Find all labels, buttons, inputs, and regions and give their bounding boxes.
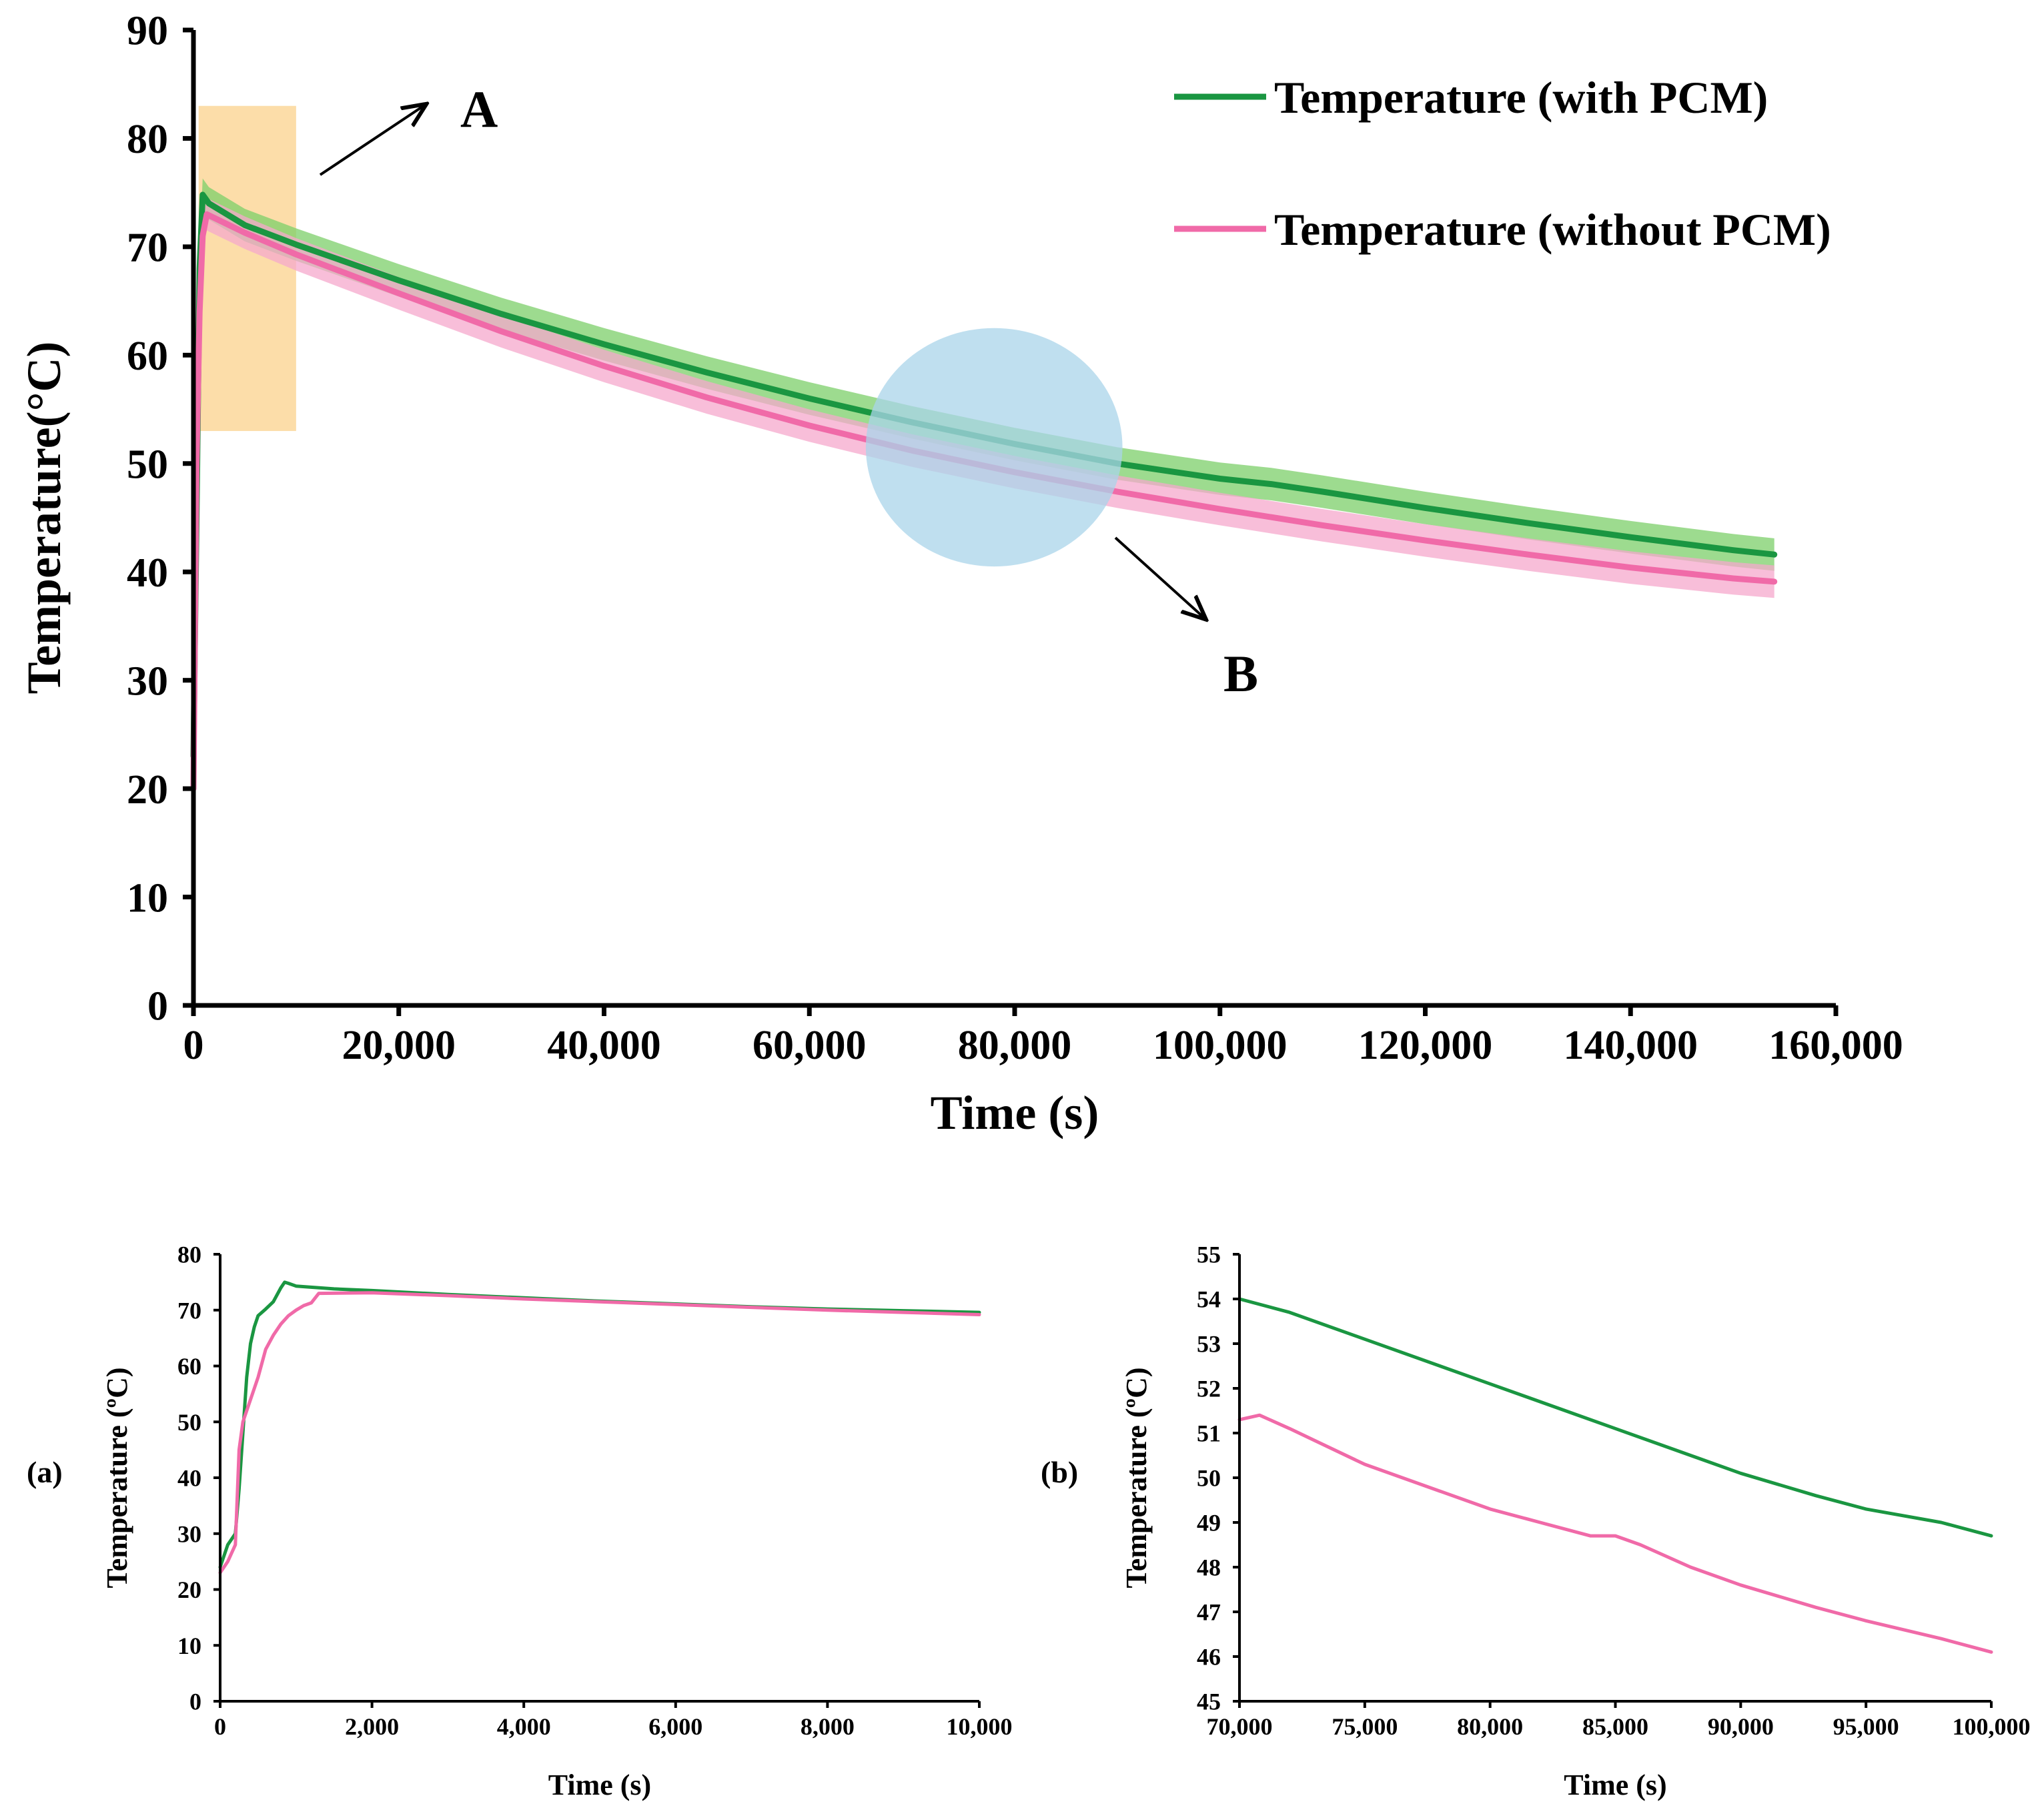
x-tick-label: 8,000 [801,1713,855,1740]
x-tick-label: 140,000 [1564,1023,1698,1068]
y-tick-label: 52 [1197,1376,1221,1402]
y-tick-label: 40 [127,550,168,596]
legend-entry-1: Temperature (without PCM) [1274,204,1831,255]
main-chart: 0 10 20 30 40 50 60 70 80 90 0 20,000 40,000 60,000 80… [17,9,1903,1140]
x-axis-title: Time (s) [1564,1769,1666,1801]
x-tick-label: 100,000 [1153,1023,1288,1068]
series-line-without-pcm [1237,1413,1993,1654]
series-line-with-pcm [1237,1297,1993,1538]
x-axis-title: Time (s) [548,1769,651,1801]
y-tick-label: 50 [1197,1465,1221,1492]
y-tick-label: 60 [127,334,168,379]
y-tick-label: 0 [147,984,168,1029]
y-tick-label: 20 [177,1576,201,1603]
y-tick-label: 50 [127,442,168,487]
inset-chart-a: 0 10 20 30 40 50 60 70 80 0 2,000 4,000 6,000 8,000 10… [27,1242,1013,1801]
series-line-with-pcm [190,191,1778,759]
series-band-0 [193,178,1774,773]
y-tick-label: 47 [1197,1599,1221,1626]
x-tick-label: 70,000 [1207,1713,1273,1740]
x-tick-label: 10,000 [947,1713,1013,1740]
y-axis-title: Temperature (ºC) [101,1367,133,1588]
callout-label-b: B [1223,644,1258,703]
x-tick-label: 100,000 [1953,1713,2031,1740]
callout-arrow-a [319,105,424,176]
x-tick-label: 60,000 [752,1023,867,1068]
y-tick-label: 30 [177,1520,201,1547]
series-line-without-pcm [190,211,1778,792]
x-tick-label: 4,000 [497,1713,551,1740]
x-axis-title: Time (s) [931,1086,1099,1140]
x-tick-label: 40,000 [547,1023,661,1068]
highlight-region-a [198,105,296,432]
y-tick-label: 40 [177,1465,201,1492]
y-tick-label: 80 [127,117,168,162]
series-band-1 [193,197,1774,805]
y-tick-label: 48 [1197,1554,1221,1581]
y-tick-label: 10 [177,1633,201,1659]
callout-arrow-b [1114,536,1204,618]
y-axis-title: Temperature(°C) [17,342,71,695]
y-axis-title: Temperature (ºC) [1120,1367,1153,1588]
panel-label-a: (a) [27,1455,63,1489]
inset-chart-b: 45 46 47 48 49 50 51 52 53 54 55 70,000 75,000 80,000… [1041,1242,2031,1801]
x-tick-label: 120,000 [1358,1023,1493,1068]
y-tick-label: 70 [177,1297,201,1324]
x-tick-label: 75,000 [1332,1713,1398,1740]
y-tick-label: 10 [127,875,168,921]
x-tick-label: 160,000 [1768,1023,1903,1068]
y-tick-label: 55 [1197,1242,1221,1268]
series-line-with-pcm [218,1280,981,1569]
legend-entry-0: Temperature (with PCM) [1274,72,1768,123]
x-tick-label: 85,000 [1582,1713,1648,1740]
x-tick-label: 2,000 [345,1713,399,1740]
callout-label-a: A [460,80,498,138]
x-tick-label: 0 [183,1023,204,1068]
x-tick-label: 6,000 [648,1713,702,1740]
y-tick-label: 90 [127,9,168,54]
x-tick-label: 80,000 [1457,1713,1523,1740]
y-tick-label: 70 [127,225,168,271]
y-tick-label: 45 [1197,1689,1221,1715]
series-line-without-pcm [218,1291,981,1574]
highlight-region-b [865,328,1123,567]
x-tick-label: 95,000 [1833,1713,1899,1740]
y-tick-label: 60 [177,1353,201,1380]
x-tick-label: 90,000 [1708,1713,1774,1740]
x-tick-label: 20,000 [342,1023,456,1068]
y-tick-label: 80 [177,1242,201,1268]
y-tick-label: 30 [127,658,168,704]
y-tick-label: 54 [1197,1286,1221,1313]
x-tick-label: 0 [214,1713,226,1740]
y-tick-label: 51 [1197,1420,1221,1447]
y-tick-label: 49 [1197,1510,1221,1536]
y-tick-label: 0 [189,1689,201,1715]
y-tick-label: 20 [127,767,168,813]
y-tick-label: 53 [1197,1331,1221,1358]
y-tick-label: 46 [1197,1644,1221,1671]
x-tick-label: 80,000 [958,1023,1072,1068]
legend: Temperature (with PCM) Temperature (witho… [1174,72,1831,255]
panel-label-b: (b) [1041,1455,1078,1489]
y-tick-label: 50 [177,1409,201,1436]
